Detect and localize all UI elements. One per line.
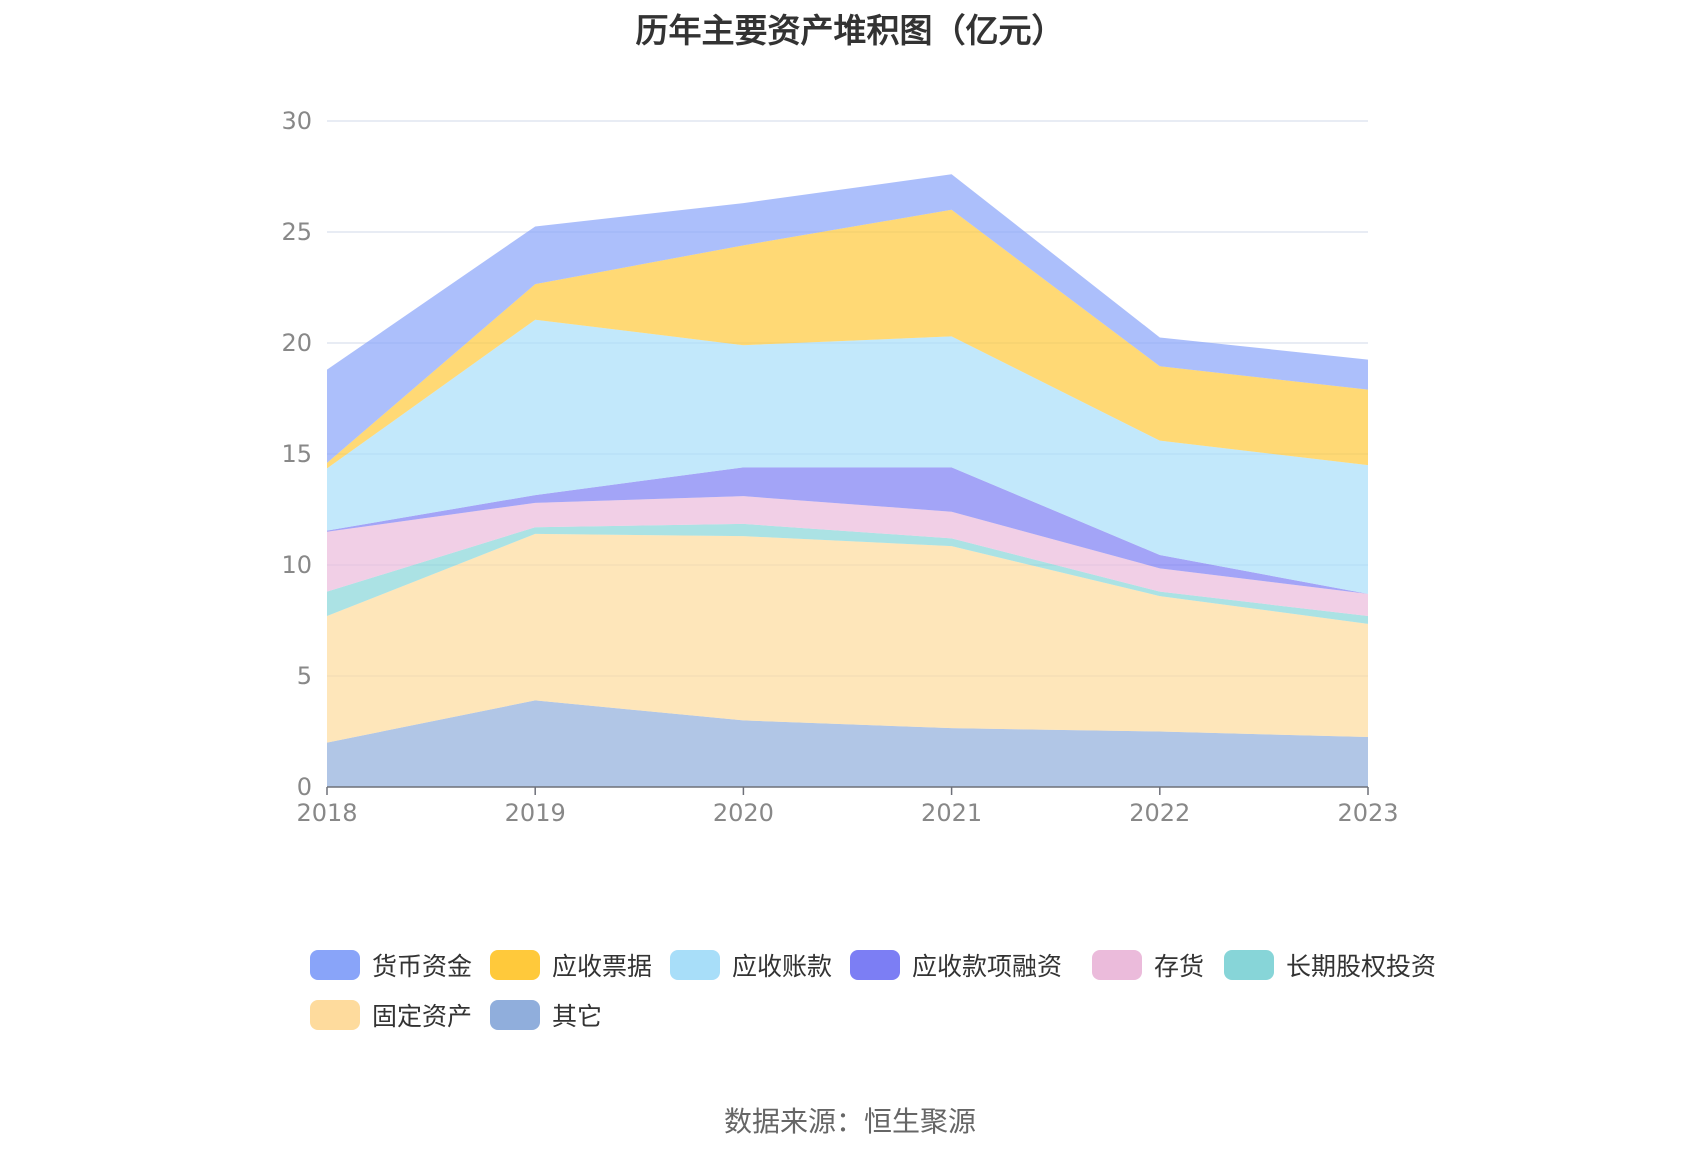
- axes: 0 5 10 15 20 25 30 2018 2019 2020 2021 2022 2023: [281, 107, 1398, 827]
- legend-swatch: [310, 950, 360, 980]
- legend-item[interactable]: 应收账款: [670, 950, 833, 981]
- legend-label: 应收票据: [552, 952, 653, 981]
- x-tick-label: 2021: [921, 799, 982, 827]
- legend-swatch: [670, 950, 720, 980]
- legend-label: 其它: [552, 1002, 603, 1031]
- legend-swatch: [310, 1000, 360, 1030]
- y-tick-label: 0: [297, 773, 312, 801]
- area-series-7: [327, 174, 1368, 463]
- y-tick-label: 5: [297, 662, 312, 690]
- y-tick-label: 25: [281, 218, 312, 246]
- area-series-5: [327, 319, 1368, 594]
- legend-label: 应收款项融资: [912, 952, 1063, 981]
- legend-label: 长期股权投资: [1286, 952, 1437, 981]
- legend-swatch: [850, 950, 900, 980]
- area-series-4: [327, 467, 1368, 594]
- area-series-1: [327, 533, 1368, 743]
- area-series-6: [327, 209, 1368, 469]
- legend-item[interactable]: 货币资金: [310, 950, 473, 981]
- legend-item[interactable]: 其它: [490, 1000, 603, 1031]
- y-tick-label: 10: [281, 551, 312, 579]
- x-tick-label: 2019: [505, 799, 566, 827]
- legend-item[interactable]: 应收票据: [490, 950, 653, 981]
- legend-swatch: [1092, 950, 1142, 980]
- legend-label: 应收账款: [732, 952, 833, 981]
- legend-swatch: [490, 1000, 540, 1030]
- area-series-0: [327, 700, 1368, 787]
- y-tick-label: 15: [281, 440, 312, 468]
- area-series-3: [327, 496, 1368, 617]
- y-tick-label: 20: [281, 329, 312, 357]
- x-tick-label: 2023: [1337, 799, 1398, 827]
- legend-label: 存货: [1154, 952, 1205, 981]
- legend-label: 货币资金: [372, 952, 473, 981]
- legend-item[interactable]: 应收款项融资: [850, 950, 1063, 981]
- legend-swatch: [1224, 950, 1274, 980]
- chart-title: 历年主要资产堆积图（亿元）: [635, 11, 1065, 50]
- legend-label: 固定资产: [372, 1002, 473, 1031]
- legend-swatch: [490, 950, 540, 980]
- y-tick-label: 30: [281, 107, 312, 135]
- data-source: 数据来源：恒生聚源: [723, 1105, 976, 1138]
- x-tick-label: 2020: [713, 799, 774, 827]
- x-tick-label: 2022: [1129, 799, 1190, 827]
- legend-item[interactable]: 存货: [1092, 950, 1205, 981]
- x-tick-label: 2018: [296, 799, 357, 827]
- legend-item[interactable]: 固定资产: [310, 1000, 473, 1031]
- series-areas: [327, 174, 1368, 787]
- legend-item[interactable]: 长期股权投资: [1224, 950, 1437, 981]
